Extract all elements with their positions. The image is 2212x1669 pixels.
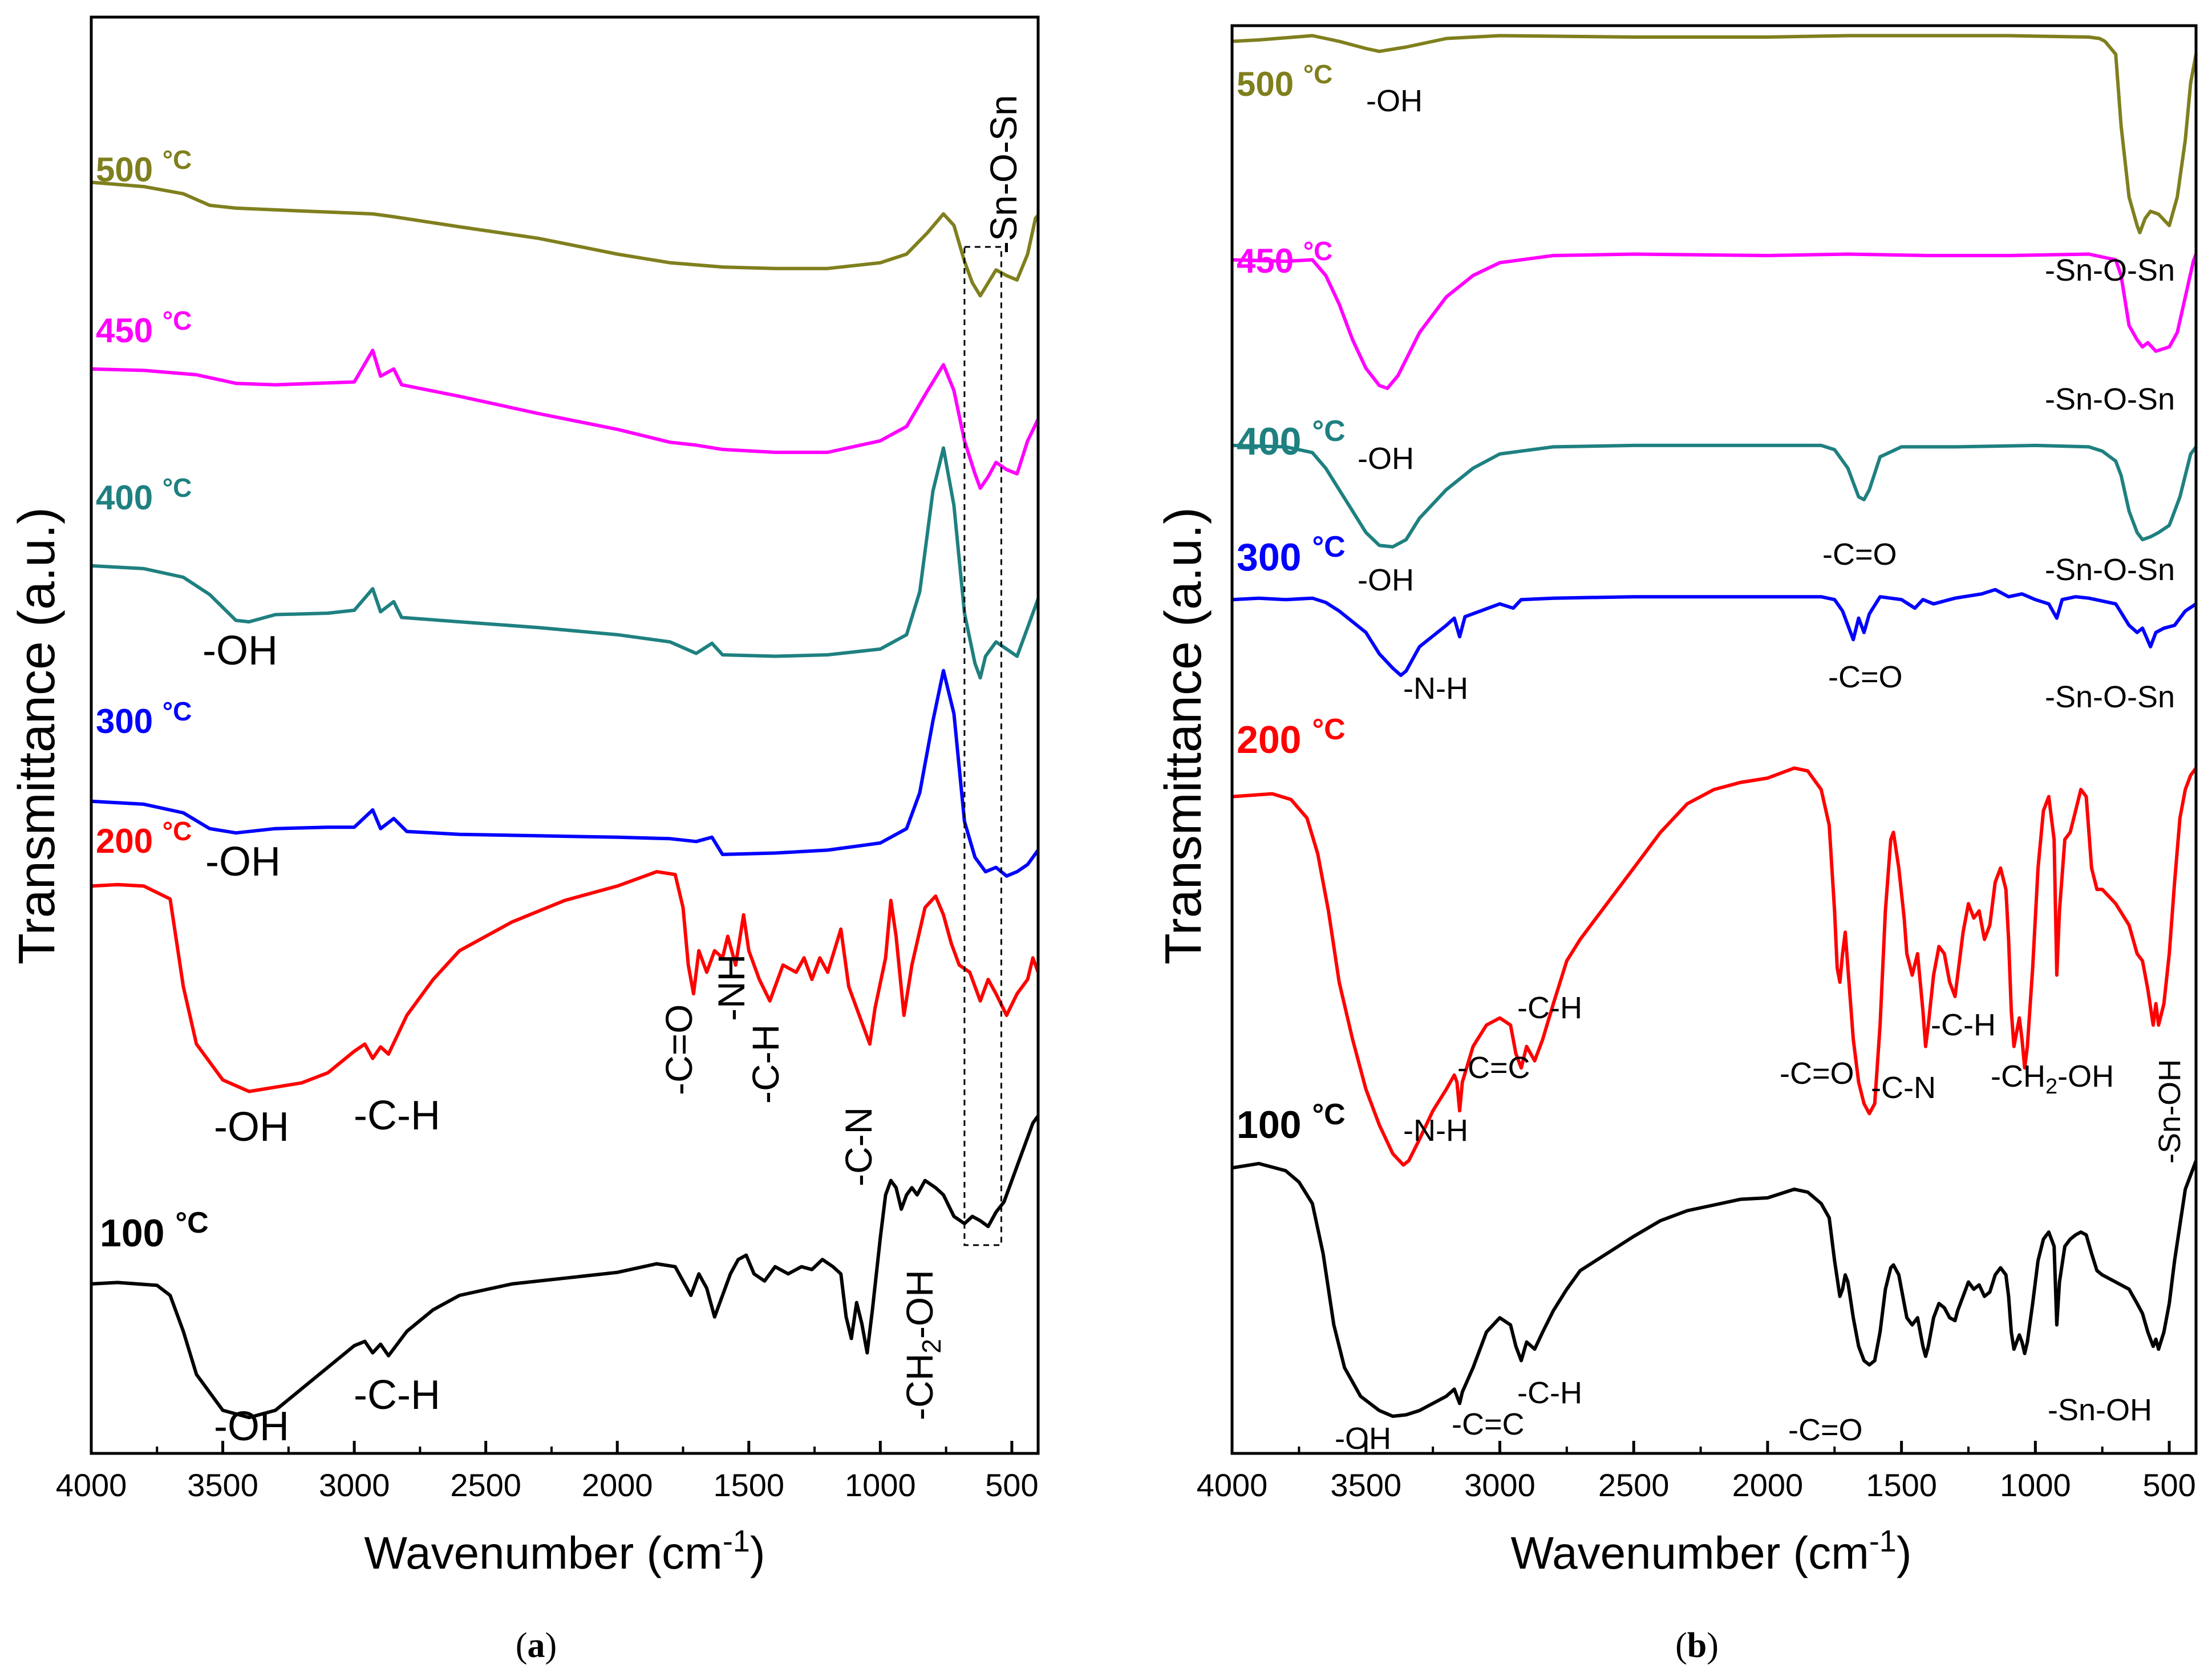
a-label-400: 400 °C bbox=[96, 473, 192, 517]
b-ann-snoh-100: -Sn-OH bbox=[2048, 1393, 2152, 1427]
a-x-tick-label: 1500 bbox=[713, 1467, 784, 1503]
b-ann-snosn-400: -Sn-O-Sn bbox=[2045, 553, 2175, 587]
b-ann-ch2-200: -C-H bbox=[1931, 1008, 1996, 1042]
b-series-line-200 bbox=[1231, 766, 2198, 1167]
panel-b-x-axis: 4000 3500 3000 2500 2000 1500 1000 500 bbox=[1197, 1441, 2196, 1503]
b-label-200: 200 °C bbox=[1237, 713, 1346, 761]
a-x-tick-label: 4000 bbox=[56, 1467, 127, 1503]
b-series-line-400 bbox=[1231, 443, 2198, 549]
b-x-axis-label: Wavenumber (cm-1) bbox=[1511, 1524, 1912, 1578]
panel-b-curves bbox=[1231, 34, 2198, 1418]
b-x-tick-label: 4000 bbox=[1197, 1467, 1268, 1503]
a-x-tick-label: 2000 bbox=[582, 1467, 653, 1503]
b-ann-oh-500: -OH bbox=[1366, 84, 1423, 118]
b-series-line-450 bbox=[1231, 252, 2198, 390]
a-ann-oh-200: -OH bbox=[214, 1104, 289, 1150]
b-ann-cc-100: -C=C bbox=[1452, 1407, 1525, 1441]
panel-b-plot-frame bbox=[1230, 24, 2198, 1455]
b-x-tick-label: 1000 bbox=[2000, 1467, 2071, 1503]
a-x-tick-label: 500 bbox=[985, 1467, 1038, 1503]
b-x-tick-label: 1500 bbox=[1866, 1467, 1937, 1503]
a-label-300: 300 °C bbox=[96, 696, 192, 740]
b-ann-snosn-450: -Sn-O-Sn bbox=[2045, 382, 2175, 416]
b-panel-caption: (b) bbox=[1675, 1626, 1719, 1665]
b-series-line-500 bbox=[1231, 34, 2198, 234]
b-label-500: 500 °C bbox=[1237, 59, 1332, 103]
a-x-tick-label: 3500 bbox=[187, 1467, 258, 1503]
b-x-tick-label: 3000 bbox=[1464, 1467, 1536, 1503]
b-ann-nh-300: -N-H bbox=[1403, 671, 1468, 706]
b-ann-snosn-500: -Sn-O-Sn bbox=[2045, 253, 2175, 287]
b-x-tick-label: 2500 bbox=[1598, 1467, 1670, 1503]
panel-a-plot-frame bbox=[90, 15, 1040, 1455]
b-ann-nh-200: -N-H bbox=[1403, 1113, 1468, 1148]
panel-a-highlight-box bbox=[963, 246, 1002, 1246]
a-x-tick-label: 2500 bbox=[450, 1467, 521, 1503]
a-series-line-450 bbox=[91, 349, 1040, 490]
b-x-tick-label: 3500 bbox=[1330, 1467, 1401, 1503]
a-ann-ch-200: -C-H bbox=[354, 1093, 440, 1139]
panel-a-chart: 4000 3500 3000 2500 2000 1500 1000 500 500 °C 4… bbox=[9, 15, 1040, 1665]
panel-a-x-axis: 4000 3500 3000 2500 2000 1500 1000 500 bbox=[56, 1441, 1039, 1503]
b-ann-oh-100: -OH bbox=[1335, 1421, 1391, 1456]
panel-b-chart: 4000 3500 3000 2500 2000 1500 1000 500 500 °C 4… bbox=[1155, 24, 2198, 1665]
b-ann-co-200: -C=O bbox=[1780, 1056, 1854, 1091]
b-ann-oh-400: -OH bbox=[1358, 563, 1414, 597]
b-label-400: 400 °C bbox=[1237, 415, 1346, 463]
a-series-line-400 bbox=[91, 446, 1040, 680]
a-ann-nh: -NH bbox=[710, 954, 752, 1021]
b-ann-oh-450: -OH bbox=[1358, 441, 1414, 476]
a-x-axis-label: Wavenumber (cm-1) bbox=[364, 1524, 765, 1578]
a-ann-cn: -C-N bbox=[837, 1107, 880, 1186]
a-series-line-500 bbox=[91, 180, 1040, 298]
b-ann-co-400: -C=O bbox=[1822, 537, 1897, 572]
b-series-line-100 bbox=[1231, 1160, 2198, 1418]
b-ann-co-100: -C=O bbox=[1788, 1413, 1863, 1447]
b-ann-cn-200: -C-N bbox=[1871, 1071, 1936, 1105]
a-ann-ch2oh: -CH2-OH bbox=[898, 1270, 946, 1420]
a-ann-oh-300: -OH bbox=[205, 839, 281, 885]
a-x-tick-label: 3000 bbox=[319, 1467, 390, 1503]
a-label-100: 100 °C bbox=[100, 1206, 209, 1255]
a-ann-oh-100: -OH bbox=[214, 1404, 289, 1449]
b-ann-ch-200: -C-H bbox=[1517, 991, 1582, 1025]
a-series-line-300 bbox=[91, 669, 1040, 878]
a-series-line-100 bbox=[91, 1115, 1040, 1420]
a-ann-snosn: -Sn-O-Sn bbox=[982, 95, 1024, 254]
b-label-100: 100 °C bbox=[1237, 1098, 1346, 1147]
a-label-450: 450 °C bbox=[96, 306, 192, 350]
b-x-tick-label: 2000 bbox=[1732, 1467, 1804, 1503]
panel-a-curves bbox=[91, 180, 1040, 1420]
b-ann-ch-100: -C-H bbox=[1517, 1376, 1582, 1410]
b-ann-snoh-200: -Sn-OH bbox=[2153, 1059, 2187, 1164]
a-panel-caption: (a) bbox=[516, 1626, 557, 1665]
b-ann-cc-200: -C=C bbox=[1457, 1051, 1530, 1085]
a-x-tick-label: 1000 bbox=[845, 1467, 916, 1503]
a-ann-co: -C=O bbox=[658, 1004, 700, 1095]
b-label-450: 450 °C bbox=[1237, 236, 1332, 280]
b-label-300: 300 °C bbox=[1237, 530, 1346, 579]
a-series-line-200 bbox=[91, 870, 1040, 1093]
b-y-axis-label: Transmittance (a.u.) bbox=[1155, 507, 1212, 965]
b-ann-co-300: -C=O bbox=[1828, 660, 1903, 694]
a-ann-ch2: -C-H bbox=[744, 1024, 787, 1104]
a-label-500: 500 °C bbox=[96, 145, 192, 189]
b-ann-ch2oh-200: -CH2-OH bbox=[1991, 1059, 2114, 1099]
b-x-tick-label: 500 bbox=[2142, 1467, 2195, 1503]
a-ann-ch-100: -C-H bbox=[354, 1372, 440, 1418]
b-series-line-300 bbox=[1231, 588, 2197, 677]
a-ann-oh-400: -OH bbox=[202, 628, 278, 674]
b-ann-snosn-300: -Sn-O-Sn bbox=[2045, 680, 2175, 714]
a-label-200: 200 °C bbox=[96, 816, 192, 860]
a-y-axis-label: Transmittance (a.u.) bbox=[9, 507, 66, 965]
